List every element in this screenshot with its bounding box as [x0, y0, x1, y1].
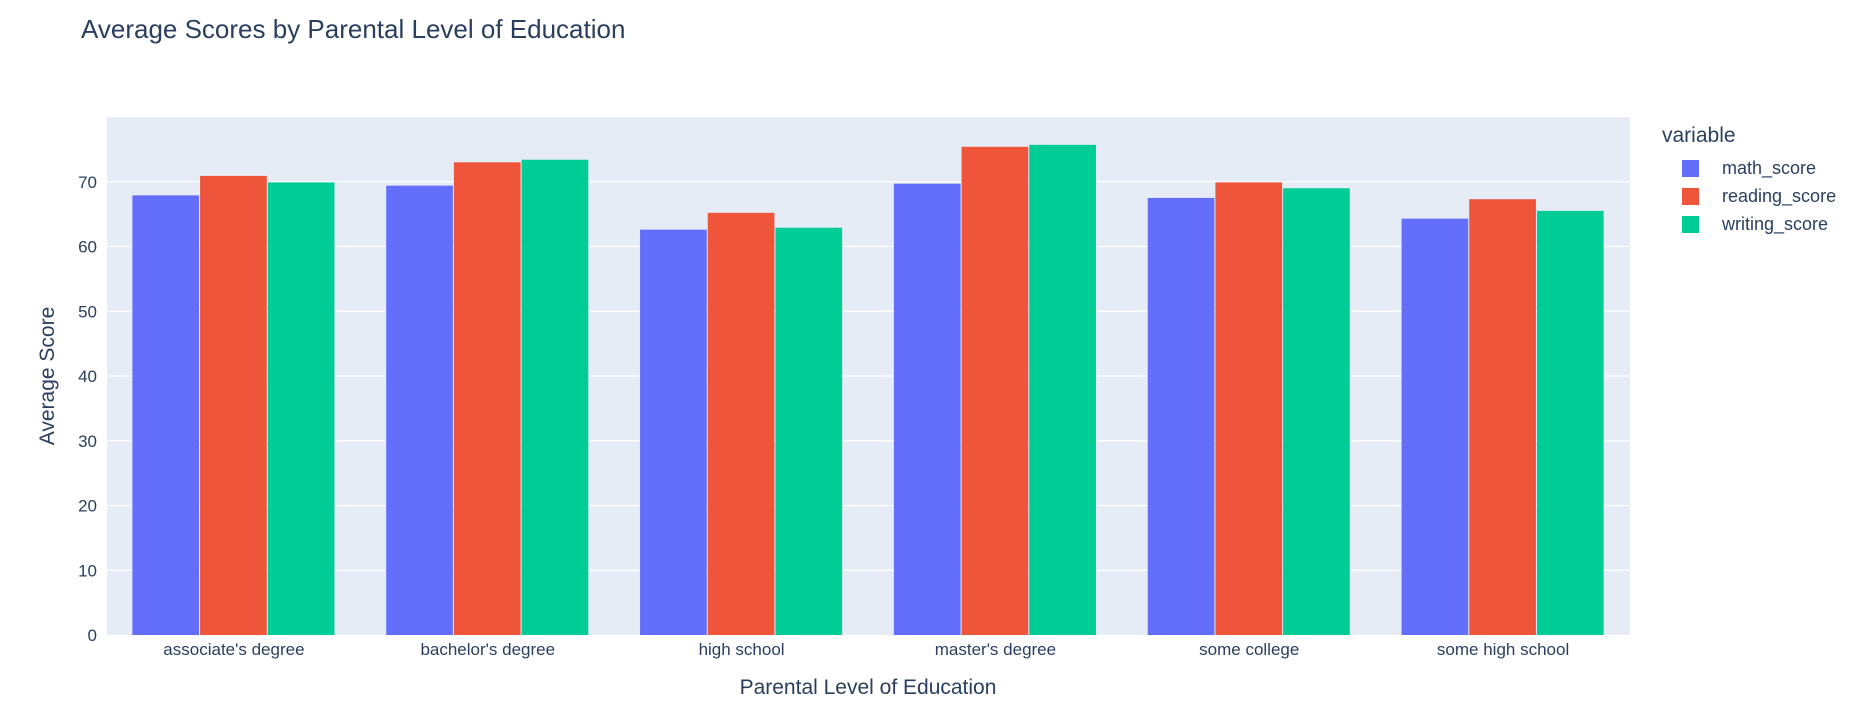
bar-writing_score-1[interactable]	[521, 159, 589, 636]
legend-item-math-score[interactable]: math_score	[1682, 154, 1850, 182]
legend-title: variable	[1662, 124, 1736, 147]
y-tick-label: 0	[88, 626, 97, 645]
y-tick-label: 50	[78, 302, 97, 321]
y-tick-label: 40	[78, 367, 97, 386]
legend-label: math_score	[1722, 157, 1817, 178]
bar-math_score-4[interactable]	[1147, 197, 1215, 635]
y-tick-label: 70	[78, 173, 97, 192]
x-tick-label: high school	[699, 640, 785, 659]
gridlines	[107, 181, 1630, 571]
legend-item-writing-score[interactable]: writing_score	[1682, 210, 1850, 238]
legend-swatch	[1682, 187, 1699, 205]
legend-swatch	[1682, 215, 1699, 233]
bar-reading_score-4[interactable]	[1215, 182, 1283, 635]
bar-writing_score-3[interactable]	[1029, 144, 1096, 635]
bar-reading_score-5[interactable]	[1469, 199, 1536, 636]
x-axis-label: Parental Level of Education	[740, 676, 997, 699]
x-tick-label: some college	[1199, 640, 1299, 659]
y-tick-labels: 0 10 20 30 40 50 60 70	[78, 173, 97, 645]
bar-reading_score-2[interactable]	[707, 212, 775, 635]
x-tick-label: master's degree	[935, 640, 1056, 659]
legend-swatch	[1682, 159, 1699, 177]
y-tick-label: 30	[78, 432, 97, 451]
bar-math_score-5[interactable]	[1401, 218, 1469, 635]
bars-group	[132, 144, 1604, 636]
legend-label: writing_score	[1722, 213, 1829, 234]
chart-title: Average Scores by Parental Level of Educ…	[81, 14, 626, 44]
bar-writing_score-0[interactable]	[267, 182, 335, 635]
x-tick-label: some high school	[1437, 640, 1569, 659]
bar-reading_score-0[interactable]	[200, 175, 267, 636]
legend-item-reading-score[interactable]: reading_score	[1682, 182, 1850, 210]
x-tick-label: bachelor's degree	[420, 640, 555, 659]
bar-reading_score-1[interactable]	[453, 162, 521, 635]
legend-label: reading_score	[1722, 185, 1837, 206]
y-tick-label: 10	[78, 561, 97, 580]
legend: variable math_score reading_score writin…	[1662, 124, 1850, 238]
bar-math_score-3[interactable]	[893, 183, 961, 635]
bar-writing_score-4[interactable]	[1283, 188, 1350, 635]
y-tick-label: 60	[78, 238, 97, 257]
y-tick-label: 20	[78, 497, 97, 516]
bar-reading_score-3[interactable]	[961, 146, 1029, 635]
bar-writing_score-2[interactable]	[775, 227, 843, 635]
x-tick-label: associate's degree	[163, 640, 304, 659]
bar-writing_score-5[interactable]	[1536, 210, 1604, 635]
y-axis-label: Average Score	[36, 307, 59, 446]
x-tick-labels: associate's degree bachelor's degree high …	[163, 640, 1569, 659]
bar-math_score-0[interactable]	[132, 195, 200, 635]
bar-math_score-1[interactable]	[386, 185, 453, 635]
bar-math_score-2[interactable]	[640, 229, 707, 636]
